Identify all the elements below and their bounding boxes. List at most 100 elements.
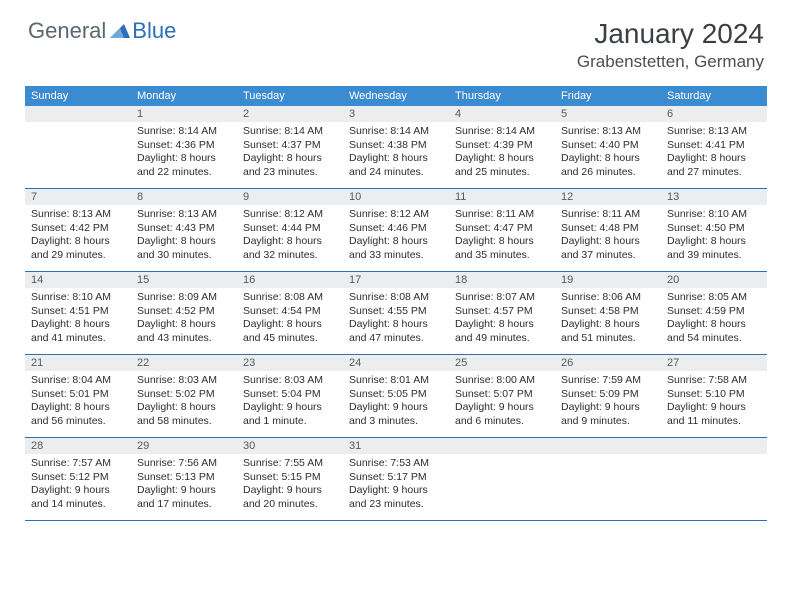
calendar-grid: SundayMondayTuesdayWednesdayThursdayFrid…	[25, 86, 767, 521]
day-body: Sunrise: 7:57 AMSunset: 5:12 PMDaylight:…	[25, 454, 131, 516]
sunset-text: Sunset: 5:04 PM	[243, 388, 337, 402]
daylight-text: Daylight: 8 hours and 58 minutes.	[137, 401, 231, 428]
sunset-text: Sunset: 4:59 PM	[667, 305, 761, 319]
day-cell: 12Sunrise: 8:11 AMSunset: 4:48 PMDayligh…	[555, 189, 661, 271]
day-cell: 1Sunrise: 8:14 AMSunset: 4:36 PMDaylight…	[131, 106, 237, 188]
day-cell: 25Sunrise: 8:00 AMSunset: 5:07 PMDayligh…	[449, 355, 555, 437]
day-cell: 29Sunrise: 7:56 AMSunset: 5:13 PMDayligh…	[131, 438, 237, 520]
daylight-text: Daylight: 8 hours and 25 minutes.	[455, 152, 549, 179]
day-cell: 28Sunrise: 7:57 AMSunset: 5:12 PMDayligh…	[25, 438, 131, 520]
location-label: Grabenstetten, Germany	[577, 52, 764, 72]
daylight-text: Daylight: 9 hours and 9 minutes.	[561, 401, 655, 428]
sunrise-text: Sunrise: 7:57 AM	[31, 457, 125, 471]
daylight-text: Daylight: 9 hours and 23 minutes.	[349, 484, 443, 511]
day-number: 13	[661, 189, 767, 205]
sunset-text: Sunset: 4:39 PM	[455, 139, 549, 153]
day-number	[555, 438, 661, 454]
day-cell: 16Sunrise: 8:08 AMSunset: 4:54 PMDayligh…	[237, 272, 343, 354]
daylight-text: Daylight: 8 hours and 39 minutes.	[667, 235, 761, 262]
sunset-text: Sunset: 4:43 PM	[137, 222, 231, 236]
day-cell: 21Sunrise: 8:04 AMSunset: 5:01 PMDayligh…	[25, 355, 131, 437]
daylight-text: Daylight: 9 hours and 1 minute.	[243, 401, 337, 428]
day-number: 26	[555, 355, 661, 371]
sunset-text: Sunset: 4:51 PM	[31, 305, 125, 319]
sunrise-text: Sunrise: 7:56 AM	[137, 457, 231, 471]
sunset-text: Sunset: 5:12 PM	[31, 471, 125, 485]
day-body: Sunrise: 8:14 AMSunset: 4:39 PMDaylight:…	[449, 122, 555, 184]
day-number: 20	[661, 272, 767, 288]
day-cell: 22Sunrise: 8:03 AMSunset: 5:02 PMDayligh…	[131, 355, 237, 437]
day-number: 17	[343, 272, 449, 288]
day-body: Sunrise: 8:09 AMSunset: 4:52 PMDaylight:…	[131, 288, 237, 350]
page-header: General Blue January 2024 Grabenstetten,…	[0, 0, 792, 80]
day-body: Sunrise: 8:03 AMSunset: 5:04 PMDaylight:…	[237, 371, 343, 433]
day-number: 24	[343, 355, 449, 371]
day-cell: 2Sunrise: 8:14 AMSunset: 4:37 PMDaylight…	[237, 106, 343, 188]
day-cell: 10Sunrise: 8:12 AMSunset: 4:46 PMDayligh…	[343, 189, 449, 271]
day-body: Sunrise: 7:53 AMSunset: 5:17 PMDaylight:…	[343, 454, 449, 516]
sunset-text: Sunset: 5:13 PM	[137, 471, 231, 485]
sunrise-text: Sunrise: 8:13 AM	[561, 125, 655, 139]
day-cell: 18Sunrise: 8:07 AMSunset: 4:57 PMDayligh…	[449, 272, 555, 354]
sunrise-text: Sunrise: 8:10 AM	[31, 291, 125, 305]
logo-triangle-icon	[110, 20, 130, 43]
sunrise-text: Sunrise: 8:10 AM	[667, 208, 761, 222]
daylight-text: Daylight: 9 hours and 6 minutes.	[455, 401, 549, 428]
day-number: 8	[131, 189, 237, 205]
day-body: Sunrise: 8:13 AMSunset: 4:40 PMDaylight:…	[555, 122, 661, 184]
sunrise-text: Sunrise: 8:14 AM	[137, 125, 231, 139]
day-body: Sunrise: 8:03 AMSunset: 5:02 PMDaylight:…	[131, 371, 237, 433]
brand-logo: General Blue	[28, 18, 176, 44]
day-body: Sunrise: 8:10 AMSunset: 4:50 PMDaylight:…	[661, 205, 767, 267]
daylight-text: Daylight: 8 hours and 26 minutes.	[561, 152, 655, 179]
sunrise-text: Sunrise: 8:12 AM	[243, 208, 337, 222]
sunset-text: Sunset: 4:47 PM	[455, 222, 549, 236]
sunrise-text: Sunrise: 7:58 AM	[667, 374, 761, 388]
day-cell: 7Sunrise: 8:13 AMSunset: 4:42 PMDaylight…	[25, 189, 131, 271]
day-number: 30	[237, 438, 343, 454]
day-body: Sunrise: 7:56 AMSunset: 5:13 PMDaylight:…	[131, 454, 237, 516]
daylight-text: Daylight: 8 hours and 41 minutes.	[31, 318, 125, 345]
day-number: 21	[25, 355, 131, 371]
day-body: Sunrise: 8:13 AMSunset: 4:42 PMDaylight:…	[25, 205, 131, 267]
day-number: 11	[449, 189, 555, 205]
sunrise-text: Sunrise: 8:13 AM	[137, 208, 231, 222]
day-number: 4	[449, 106, 555, 122]
day-number: 7	[25, 189, 131, 205]
sunset-text: Sunset: 5:07 PM	[455, 388, 549, 402]
daylight-text: Daylight: 8 hours and 30 minutes.	[137, 235, 231, 262]
daylight-text: Daylight: 9 hours and 3 minutes.	[349, 401, 443, 428]
sunrise-text: Sunrise: 8:07 AM	[455, 291, 549, 305]
day-cell: 3Sunrise: 8:14 AMSunset: 4:38 PMDaylight…	[343, 106, 449, 188]
sunset-text: Sunset: 5:17 PM	[349, 471, 443, 485]
day-cell: 17Sunrise: 8:08 AMSunset: 4:55 PMDayligh…	[343, 272, 449, 354]
sunrise-text: Sunrise: 8:14 AM	[349, 125, 443, 139]
day-body: Sunrise: 8:13 AMSunset: 4:43 PMDaylight:…	[131, 205, 237, 267]
day-body: Sunrise: 8:04 AMSunset: 5:01 PMDaylight:…	[25, 371, 131, 433]
day-cell: 4Sunrise: 8:14 AMSunset: 4:39 PMDaylight…	[449, 106, 555, 188]
sunrise-text: Sunrise: 8:05 AM	[667, 291, 761, 305]
sunrise-text: Sunrise: 7:55 AM	[243, 457, 337, 471]
week-row: 21Sunrise: 8:04 AMSunset: 5:01 PMDayligh…	[25, 355, 767, 438]
sunset-text: Sunset: 4:54 PM	[243, 305, 337, 319]
day-body: Sunrise: 8:14 AMSunset: 4:37 PMDaylight:…	[237, 122, 343, 184]
sunrise-text: Sunrise: 8:13 AM	[31, 208, 125, 222]
day-body: Sunrise: 8:00 AMSunset: 5:07 PMDaylight:…	[449, 371, 555, 433]
daylight-text: Daylight: 8 hours and 23 minutes.	[243, 152, 337, 179]
day-header-cell: Sunday	[25, 86, 131, 106]
sunrise-text: Sunrise: 8:11 AM	[561, 208, 655, 222]
day-body: Sunrise: 8:14 AMSunset: 4:36 PMDaylight:…	[131, 122, 237, 184]
day-number: 25	[449, 355, 555, 371]
day-header-cell: Saturday	[661, 86, 767, 106]
sunset-text: Sunset: 4:52 PM	[137, 305, 231, 319]
sunset-text: Sunset: 5:05 PM	[349, 388, 443, 402]
day-cell: 31Sunrise: 7:53 AMSunset: 5:17 PMDayligh…	[343, 438, 449, 520]
sunset-text: Sunset: 5:09 PM	[561, 388, 655, 402]
day-cell: 5Sunrise: 8:13 AMSunset: 4:40 PMDaylight…	[555, 106, 661, 188]
day-body: Sunrise: 8:01 AMSunset: 5:05 PMDaylight:…	[343, 371, 449, 433]
day-number: 22	[131, 355, 237, 371]
day-number: 31	[343, 438, 449, 454]
sunset-text: Sunset: 4:55 PM	[349, 305, 443, 319]
day-cell	[25, 106, 131, 188]
sunset-text: Sunset: 4:37 PM	[243, 139, 337, 153]
